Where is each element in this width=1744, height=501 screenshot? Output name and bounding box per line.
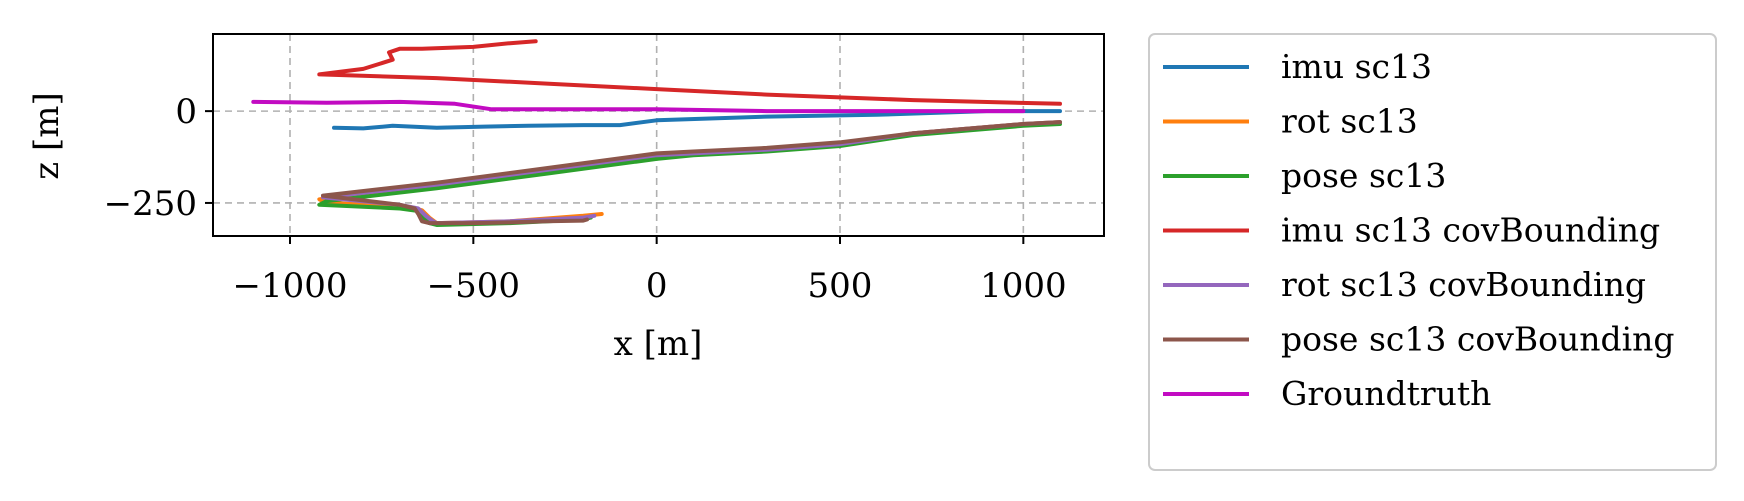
legend-label-groundtruth: Groundtruth bbox=[1281, 374, 1491, 413]
legend-label-imu-sc13-covbounding: imu sc13 covBounding bbox=[1281, 211, 1660, 250]
series-line-rot-sc13-covbounding bbox=[321, 120, 1062, 226]
series-line-rot-sc13 bbox=[317, 120, 1062, 226]
legend-entries: imu sc13 rot sc13 pose sc13 imu sc13 covBou… bbox=[1163, 47, 1675, 413]
x-tick-label: 0 bbox=[646, 266, 668, 306]
legend-label-pose-sc13: pose sc13 bbox=[1281, 156, 1446, 195]
y-axis-ticks: 0 −250 bbox=[104, 92, 213, 224]
y-tick-label: 0 bbox=[175, 92, 197, 132]
x-tick-label: −1000 bbox=[232, 266, 347, 306]
x-tick-label: −500 bbox=[427, 266, 520, 306]
series-line-imu-sc13-covbounding bbox=[317, 39, 1062, 106]
series-line-pose-sc13-covbounding bbox=[321, 120, 1062, 226]
legend-frame bbox=[1148, 33, 1717, 471]
series-lines bbox=[251, 39, 1062, 227]
series-line-pose-sc13 bbox=[317, 122, 1062, 227]
x-axis-label: x [m] bbox=[614, 324, 703, 364]
series-line-groundtruth bbox=[251, 99, 1026, 114]
legend: imu sc13 rot sc13 pose sc13 imu sc13 covBou… bbox=[1148, 33, 1717, 471]
legend-label-rot-sc13-covbounding: rot sc13 covBounding bbox=[1281, 265, 1646, 304]
plot-frame bbox=[212, 33, 1105, 237]
legend-label-imu-sc13: imu sc13 bbox=[1281, 47, 1432, 86]
legend-label-rot-sc13: rot sc13 bbox=[1281, 102, 1418, 141]
x-tick-label: 500 bbox=[808, 266, 873, 306]
legend-label-pose-sc13-covbounding: pose sc13 covBounding bbox=[1281, 320, 1675, 359]
y-axis-label: z [m] bbox=[27, 92, 67, 180]
x-axis-ticks: −1000 −500 0 500 1000 bbox=[232, 236, 1067, 306]
x-tick-label: 1000 bbox=[980, 266, 1067, 306]
series-line-imu-sc13 bbox=[332, 109, 1062, 131]
y-tick-label: −250 bbox=[104, 184, 197, 224]
